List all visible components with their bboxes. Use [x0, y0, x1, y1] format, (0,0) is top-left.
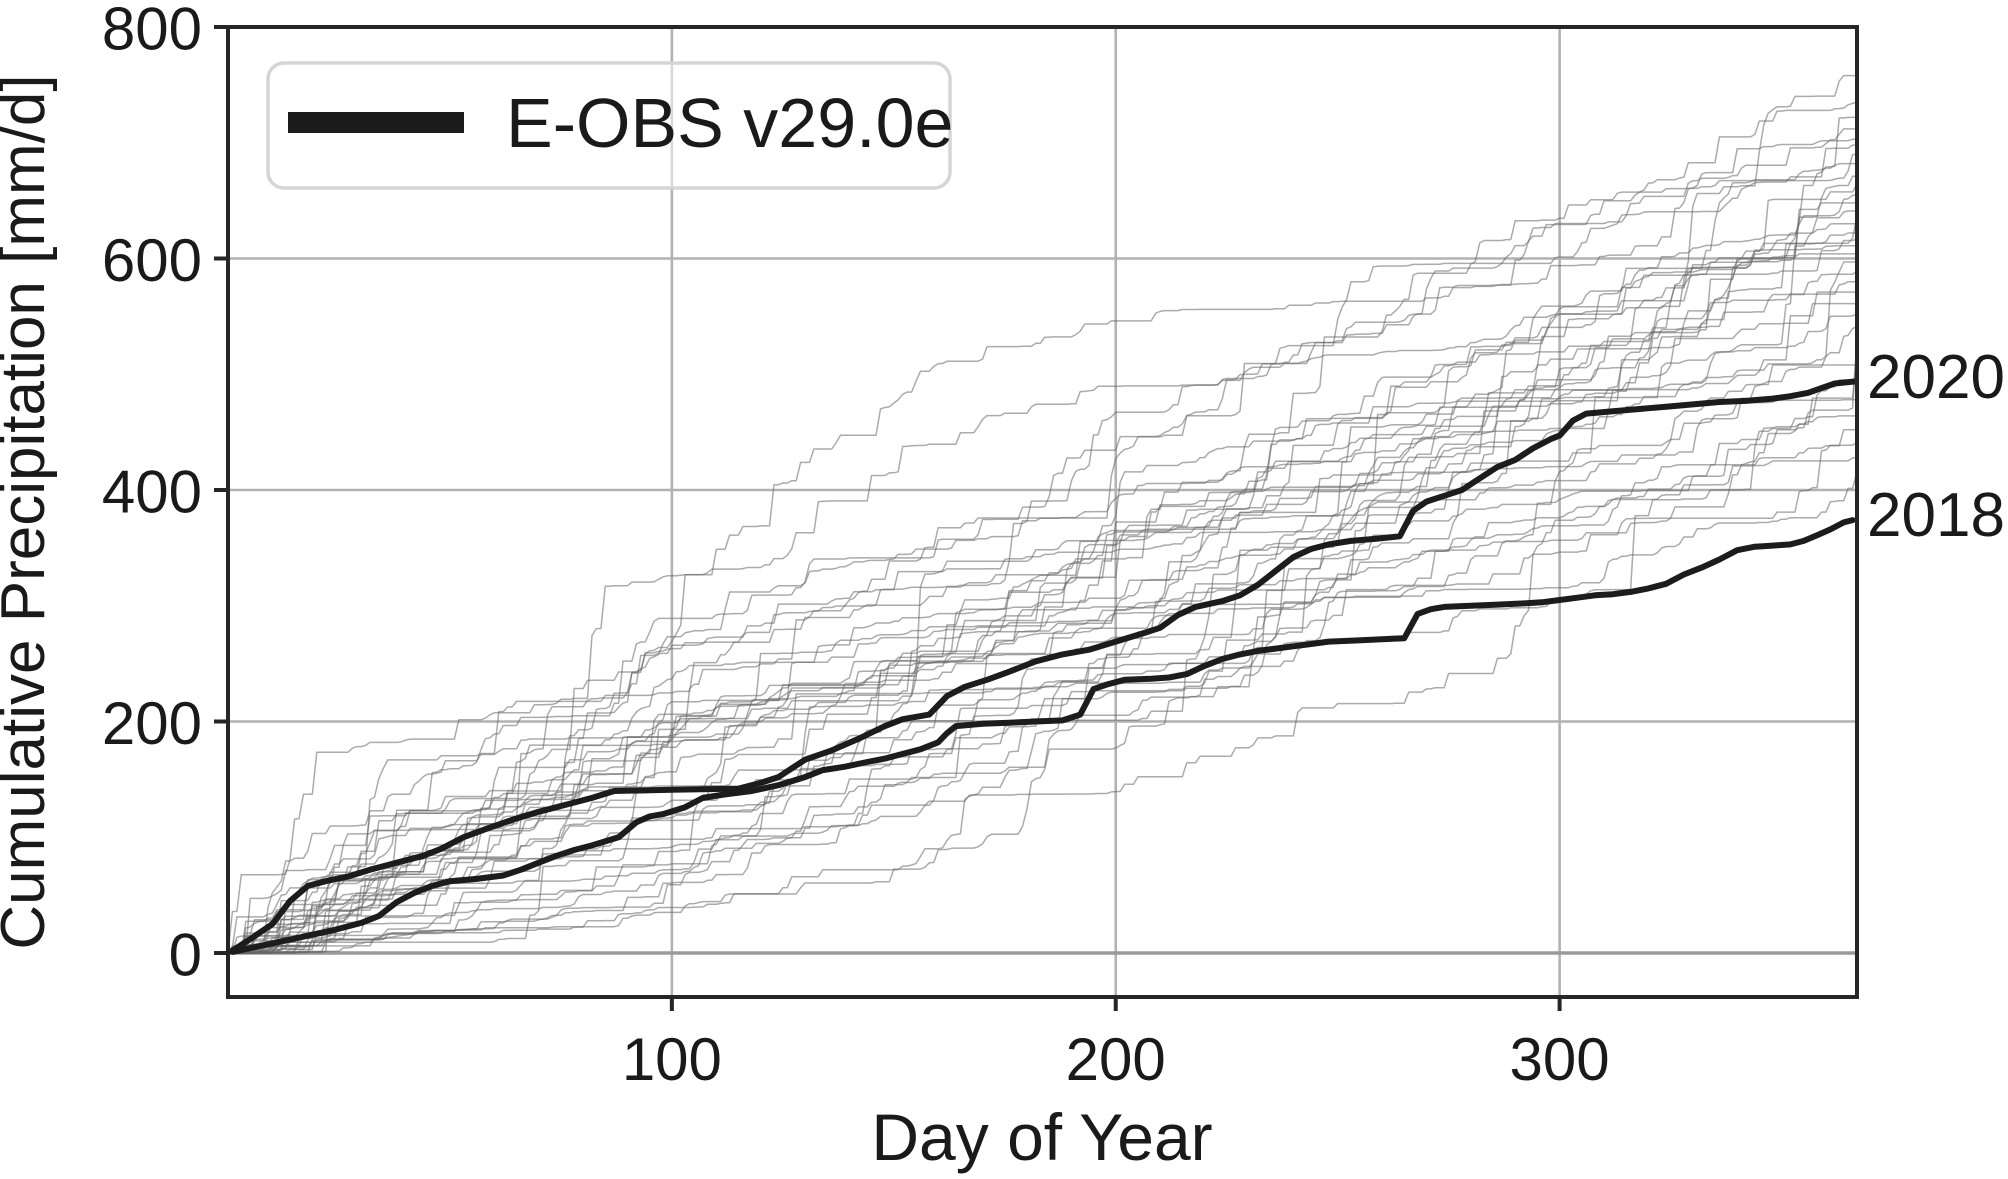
tick-label-y-200: 200	[102, 690, 202, 757]
ensemble-line	[228, 101, 1857, 954]
highlighted-lines	[229, 378, 1857, 955]
ensemble-line	[228, 153, 1857, 954]
ensemble-line	[228, 456, 1857, 954]
ensemble-line	[228, 74, 1857, 954]
ensemble-line	[228, 184, 1857, 954]
legend-box	[266, 61, 952, 190]
legend-swatch	[288, 112, 464, 133]
tick-label-y-0: 0	[169, 922, 202, 989]
ensemble-line	[228, 398, 1857, 954]
ensemble-line	[228, 364, 1857, 954]
series-2020-line	[229, 378, 1857, 954]
legend-label: E-OBS v29.0e	[506, 84, 953, 162]
ensemble-line	[228, 162, 1857, 954]
ensemble-line	[228, 245, 1857, 954]
tick-marks	[214, 25, 1562, 1011]
ensemble-lines	[228, 74, 1857, 954]
ensemble-line	[228, 261, 1857, 954]
ensemble-line	[228, 270, 1857, 954]
annotation-2018: 2018	[1867, 481, 2005, 550]
tick-label-x-200: 200	[1066, 1026, 1166, 1093]
annotations: 2020 2018	[1867, 343, 2005, 550]
ensemble-line	[228, 313, 1857, 954]
ensemble-line	[228, 215, 1857, 954]
ensemble-line	[228, 194, 1857, 954]
tick-labels: 100 200 300 0 200 400 600 800	[102, 0, 1610, 1093]
tick-label-x-100: 100	[622, 1026, 722, 1093]
series-2018-line	[229, 517, 1856, 955]
ensemble-line	[228, 280, 1857, 954]
legend: E-OBS v29.0e	[266, 61, 953, 190]
x-axis-label: Day of Year	[871, 1100, 1212, 1174]
ensemble-line	[228, 429, 1857, 954]
ensemble-line	[228, 253, 1857, 954]
tick-label-x-300: 300	[1510, 1026, 1610, 1093]
ensemble-line	[228, 471, 1857, 954]
ensemble-line	[228, 302, 1857, 954]
y-axis-label: Cumulative Precipitation [mm/d]	[0, 74, 58, 949]
ensemble-line	[228, 210, 1857, 954]
ensemble-line	[228, 138, 1857, 954]
annotation-2020: 2020	[1867, 343, 2005, 412]
ensemble-line	[228, 202, 1857, 954]
tick-label-y-600: 600	[102, 227, 202, 294]
plot-border	[226, 25, 1859, 999]
tick-label-y-400: 400	[102, 459, 202, 526]
ensemble-line	[228, 441, 1857, 954]
ensemble-line	[228, 415, 1857, 954]
ensemble-line	[228, 326, 1857, 954]
tick-label-y-800: 800	[102, 0, 202, 63]
